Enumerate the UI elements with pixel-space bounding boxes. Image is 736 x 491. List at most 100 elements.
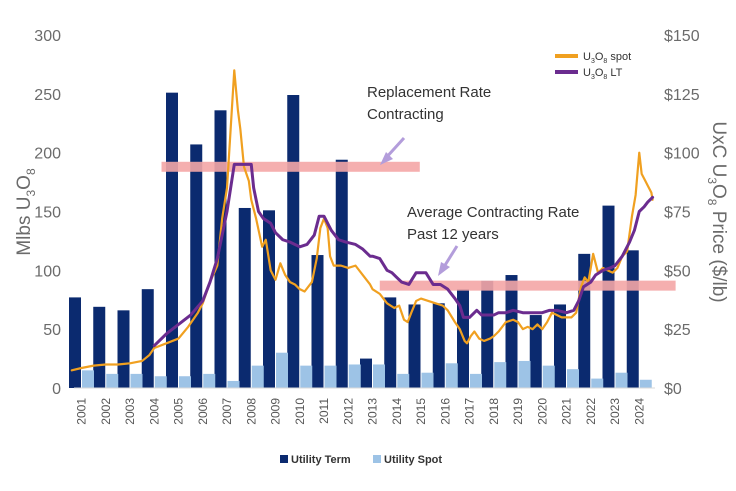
x-tick-2016: 2016 — [438, 398, 452, 425]
x-tick-2004: 2004 — [147, 398, 161, 425]
utility-term-bar-2001 — [69, 297, 81, 388]
utility-term-bar-2023 — [602, 205, 615, 388]
utility-spot-bar-2017 — [470, 373, 482, 388]
utility-spot-bar-2018 — [494, 362, 507, 388]
utility-term-bar-2011 — [311, 255, 324, 388]
legend-spot-part-4: spot — [607, 51, 631, 63]
x-tick-2003: 2003 — [123, 398, 137, 425]
utility-spot-bar-2023 — [615, 372, 628, 388]
utility-term-bar-2008 — [238, 207, 251, 388]
utility-spot-bar-2011 — [324, 365, 337, 388]
x-tick-2020: 2020 — [535, 398, 549, 425]
y-right-tick-100: $100 — [664, 146, 700, 163]
legend-label-lt: U3O8 LT — [583, 67, 623, 81]
legend-bottom: Utility Term Utility Spot — [280, 454, 442, 466]
utility-spot-bar-2024 — [639, 379, 652, 388]
utility-spot-bar-2019 — [518, 360, 531, 388]
u3o8-spot-line — [70, 69, 654, 372]
x-tick-labels: 2001 2002 2003 2004 2005 2006 2007 2008 2009 2010… — [75, 398, 647, 425]
y-right-tick-25: $25 — [664, 322, 691, 339]
utility-term-bar-2012 — [335, 159, 348, 388]
x-tick-2024: 2024 — [632, 398, 646, 425]
utility-spot-bar-2016 — [445, 363, 458, 388]
legend-spot-part-1: 3 — [591, 58, 595, 65]
bands-layer — [161, 161, 676, 291]
y-right-title-part-4: Price ($/lb) — [708, 205, 729, 302]
legend-swatch-utility-term — [280, 455, 288, 463]
utility-spot-bar-2005 — [179, 376, 191, 388]
utility-term-bar-2020 — [529, 315, 542, 388]
utility-term-bar-2016 — [432, 303, 445, 388]
legend-label-spot: U3O8 spot — [583, 51, 631, 65]
x-tick-2017: 2017 — [463, 398, 477, 425]
legend-item-u3o8-spot[interactable]: U3O8 spot — [555, 51, 631, 65]
utility-term-bar-2019 — [505, 275, 518, 388]
legend-label-utility-spot: Utility Spot — [384, 454, 442, 466]
y-right-title-part-1: 3 — [705, 177, 719, 184]
x-tick-2009: 2009 — [269, 398, 283, 425]
x-tick-2008: 2008 — [244, 398, 258, 425]
y-right-tick-0: $0 — [664, 381, 682, 398]
utility-spot-bar-2022 — [591, 378, 604, 388]
average-contracting-band — [379, 280, 676, 291]
utility-term-bar-2006 — [190, 144, 203, 388]
y-left-tick-0: 0 — [52, 381, 61, 398]
x-tick-2002: 2002 — [99, 398, 113, 425]
legend-spot-part-3: 8 — [603, 58, 607, 65]
average-contracting-arrowhead — [438, 262, 450, 276]
y-right-title-part-3: 8 — [705, 199, 719, 206]
legend-item-utility-term[interactable]: Utility Term — [280, 454, 351, 466]
replacement-rate-arrowhead — [380, 152, 393, 165]
y-left-axis-title: Mlbs U3O8 — [14, 168, 38, 256]
x-tick-2018: 2018 — [487, 398, 501, 425]
y-left-title-part-0: Mlbs U — [14, 197, 35, 256]
utility-spot-bar-2020 — [542, 365, 555, 388]
legend-lt-part-0: U — [583, 67, 591, 79]
utility-term-bar-2003 — [117, 310, 130, 388]
average-contracting-annotation-line-2: Past 12 years — [407, 226, 499, 243]
utility-spot-bar-2003 — [130, 373, 143, 388]
axes-layer: 0 50 100 150 200 250 300 $0 $25 $50 $75 $100 $125 $15… — [34, 28, 699, 398]
x-tick-2010: 2010 — [293, 398, 307, 425]
utility-spot-bar-2007 — [227, 380, 240, 388]
x-tick-2006: 2006 — [196, 398, 210, 425]
legend-spot-part-0: U — [583, 51, 591, 63]
y-right-tick-150: $150 — [664, 28, 700, 45]
utility-spot-bar-2009 — [276, 352, 288, 388]
average-contracting-annotation-line-1: Average Contracting Rate — [407, 204, 579, 221]
x-tick-2022: 2022 — [584, 398, 598, 425]
y-left-tick-150: 150 — [34, 205, 61, 222]
x-tick-2019: 2019 — [511, 398, 525, 425]
utility-term-bar-2002 — [93, 306, 106, 388]
utility-term-bar-2015 — [408, 304, 421, 388]
replacement-rate-band — [161, 161, 420, 172]
y-right-tick-75: $75 — [664, 205, 691, 222]
y-right-tick-125: $125 — [664, 87, 700, 104]
utility-term-bar-2022 — [578, 253, 591, 388]
y-left-tick-250: 250 — [34, 87, 61, 104]
legend-item-utility-spot[interactable]: Utility Spot — [373, 454, 442, 466]
y-left-tick-300: 300 — [34, 28, 61, 45]
legend-item-u3o8-lt[interactable]: U3O8 LT — [555, 67, 623, 81]
replacement-rate-annotation-line-1: Replacement Rate — [367, 84, 491, 101]
y-left-title-part-3: 8 — [24, 168, 38, 175]
utility-spot-bar-2010 — [300, 365, 313, 388]
utility-spot-bar-2021 — [567, 369, 579, 388]
y-right-axis-title: UxC U3O8 Price ($/lb) — [705, 121, 729, 302]
lines-layer — [70, 69, 655, 372]
utility-term-bar-2018 — [481, 280, 494, 388]
y-left-tick-100: 100 — [34, 263, 61, 280]
x-tick-2012: 2012 — [341, 398, 355, 425]
x-tick-2023: 2023 — [608, 398, 622, 425]
utility-spot-bar-2006 — [203, 373, 216, 388]
x-tick-2021: 2021 — [560, 398, 574, 425]
legend-lt-part-3: 8 — [603, 74, 607, 81]
utility-term-bar-2004 — [141, 289, 154, 388]
utility-spot-bar-2014 — [397, 373, 410, 388]
utility-spot-bar-2013 — [373, 364, 385, 388]
utility-term-bar-2013 — [360, 358, 372, 388]
average-contracting-annotation: Average Contracting Rate Past 12 years — [407, 204, 579, 276]
utility-spot-bar-2002 — [106, 373, 119, 388]
